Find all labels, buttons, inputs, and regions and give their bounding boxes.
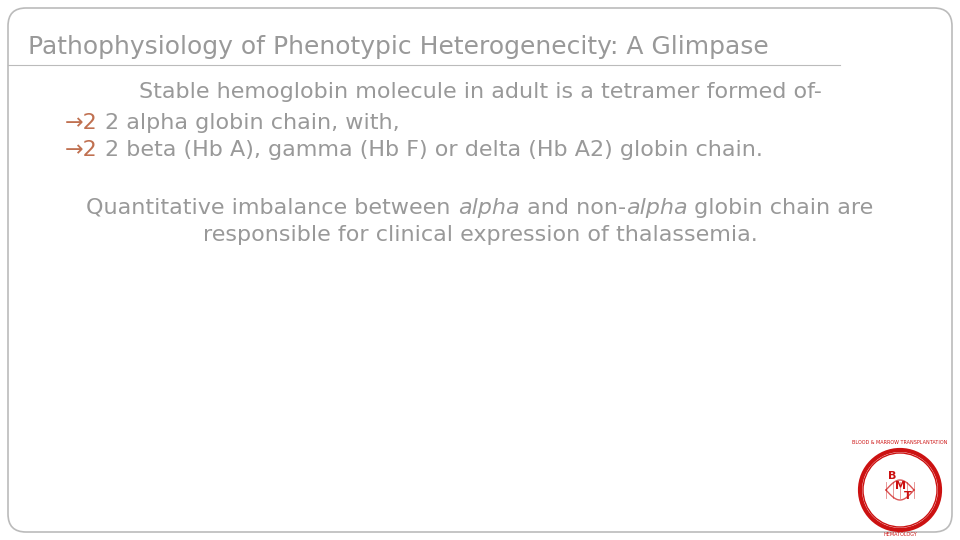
Circle shape xyxy=(863,453,937,527)
Text: Stable hemoglobin molecule in adult is a tetramer formed of-: Stable hemoglobin molecule in adult is a… xyxy=(138,82,822,102)
Text: 2 alpha globin chain, with,: 2 alpha globin chain, with, xyxy=(105,113,399,133)
Text: 2 beta (Hb A), gamma (Hb F) or delta (Hb A2) globin chain.: 2 beta (Hb A), gamma (Hb F) or delta (Hb… xyxy=(105,140,763,160)
Text: →2: →2 xyxy=(65,140,98,160)
Text: B: B xyxy=(888,471,897,481)
Text: and non-: and non- xyxy=(519,198,626,218)
Text: Quantitative imbalance between: Quantitative imbalance between xyxy=(86,198,458,218)
Text: Pathophysiology of Phenotypic Heterogenecity: A Glimpase: Pathophysiology of Phenotypic Heterogene… xyxy=(28,35,769,59)
Circle shape xyxy=(866,456,934,524)
Text: alpha: alpha xyxy=(626,198,687,218)
FancyBboxPatch shape xyxy=(8,8,952,532)
Text: alpha: alpha xyxy=(458,198,519,218)
Text: M: M xyxy=(895,481,905,491)
Text: BLOOD & MARROW TRANSPLANTATION: BLOOD & MARROW TRANSPLANTATION xyxy=(852,440,948,445)
Text: →2: →2 xyxy=(65,113,98,133)
Text: T: T xyxy=(904,491,912,501)
Text: HEMATOLOGY: HEMATOLOGY xyxy=(883,532,917,537)
Text: responsible for clinical expression of thalassemia.: responsible for clinical expression of t… xyxy=(203,225,757,245)
Text: globin chain are: globin chain are xyxy=(687,198,874,218)
